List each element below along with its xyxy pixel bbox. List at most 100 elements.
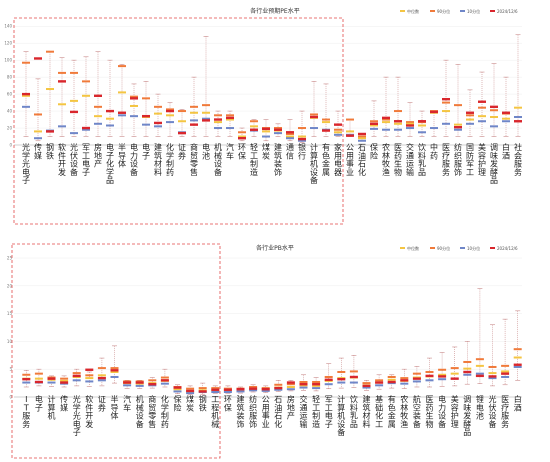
category-label: 学 (161, 402, 169, 412)
median-marker (118, 91, 126, 94)
category-label: 输 (406, 167, 414, 177)
chart-title: 各行业PB水平 (256, 244, 294, 252)
category-label: 酵 (490, 168, 498, 177)
category-label: 产 (94, 159, 102, 169)
category-label: 券 (98, 402, 106, 412)
category-label: 医 (394, 143, 402, 152)
category-label: 织 (249, 402, 257, 412)
category-label: 电 (142, 142, 150, 152)
category-label: 备 (337, 427, 345, 437)
current-marker (130, 97, 138, 100)
p90-marker (412, 372, 421, 375)
category-label: 有 (388, 394, 396, 404)
median-marker (418, 124, 426, 127)
category-label: 开 (85, 412, 93, 421)
category-label: 化 (358, 167, 366, 177)
current-marker (418, 120, 426, 123)
p90-marker (190, 105, 198, 108)
median-marker (34, 130, 42, 133)
category-label: 渔 (400, 419, 408, 429)
p10-marker (22, 381, 31, 384)
current-marker (513, 363, 522, 366)
p10-marker (97, 379, 106, 382)
category-label: 味 (463, 402, 471, 412)
legend-swatch (430, 247, 435, 249)
category-label: 味 (490, 150, 498, 160)
p10-marker (22, 105, 30, 108)
p90-marker (454, 104, 462, 107)
category-label: 设 (489, 411, 497, 421)
y-tick-label: 0 (9, 143, 12, 148)
category-label: 建 (237, 394, 245, 404)
category-label: 电 (106, 142, 114, 152)
category-label: 发 (463, 411, 471, 421)
current-marker (154, 121, 162, 125)
median-marker (370, 124, 378, 127)
p10-marker (310, 127, 318, 130)
category-label: 力 (438, 402, 446, 412)
current-marker (82, 126, 90, 130)
category-label: 制 (312, 411, 320, 421)
current-marker (60, 381, 69, 384)
category-label: 容 (478, 150, 486, 160)
p90-marker (478, 106, 486, 109)
category-label: 券 (178, 150, 186, 160)
category-label: 设 (70, 159, 78, 169)
category-label: 电 (334, 159, 342, 169)
median-marker (58, 103, 66, 106)
category-label: 服 (501, 412, 509, 421)
category-label: 备 (310, 175, 318, 185)
median-marker (166, 114, 174, 117)
category-label: 设 (310, 167, 318, 177)
current-marker (370, 122, 378, 125)
category-label: 航 (413, 394, 421, 404)
p90-marker (463, 360, 472, 363)
y-tick-label: 15 (7, 311, 13, 316)
category-label: 属 (322, 168, 330, 177)
current-marker (450, 377, 459, 380)
category-label: 生 (394, 159, 402, 169)
category-label: 色 (322, 150, 330, 160)
current-marker (142, 114, 150, 118)
median-marker (46, 88, 54, 91)
current-marker (349, 375, 358, 379)
median-marker (466, 118, 474, 121)
category-label: 轻 (250, 142, 258, 152)
current-marker (394, 120, 402, 123)
category-label: 设 (136, 411, 144, 421)
current-marker (198, 390, 207, 393)
category-label: 筑 (154, 150, 162, 160)
category-label: 备 (489, 419, 497, 429)
p10-marker (412, 380, 421, 383)
category-label: 半 (118, 142, 126, 152)
p90-marker (72, 372, 81, 375)
category-label: 备 (130, 167, 138, 177)
category-label: 发 (85, 419, 93, 429)
category-label: 售 (148, 419, 156, 429)
median-marker (478, 115, 486, 118)
current-marker (47, 377, 56, 380)
median-marker (106, 117, 114, 120)
category-label: 导 (111, 403, 119, 412)
category-label: 光 (73, 411, 81, 421)
current-marker (46, 130, 54, 133)
category-label: 池 (476, 411, 484, 421)
category-label: 疗 (442, 150, 450, 160)
p10-marker (298, 139, 306, 142)
median-marker (110, 370, 119, 373)
category-label: 军 (82, 143, 90, 152)
p90-marker (382, 118, 390, 121)
p90-marker (130, 95, 138, 98)
highlight-box (11, 243, 221, 459)
category-label: 药 (430, 150, 438, 160)
category-label: 通 (286, 142, 294, 152)
category-label: 备 (214, 167, 222, 177)
category-label: 服 (454, 160, 462, 169)
category-label: 交 (300, 394, 308, 404)
category-label: 化 (274, 419, 282, 429)
p90-marker (312, 380, 321, 383)
median-marker (463, 367, 472, 370)
category-label: 乳 (350, 411, 358, 421)
current-marker (337, 378, 346, 381)
legend-label: 中位数 (407, 8, 419, 14)
